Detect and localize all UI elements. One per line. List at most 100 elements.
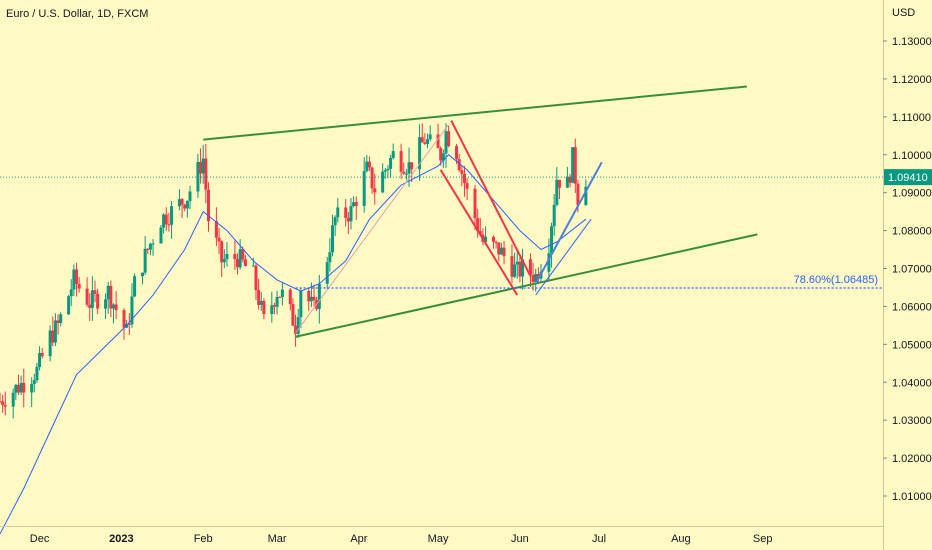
price-tick-label: 1.05000	[892, 339, 932, 351]
red-channel-lower-line[interactable]	[439, 169, 519, 296]
candle-body	[510, 256, 514, 277]
candle-body	[571, 147, 575, 183]
price-axis[interactable]: 1.13000 1.12000 1.11000 1.10000 1.09000 1.080…	[883, 36, 932, 503]
price-tick-label: 1.08000	[892, 226, 932, 238]
candle-body	[93, 290, 97, 294]
price-tick-label: 1.01000	[892, 491, 932, 503]
candle-body	[515, 261, 519, 265]
candle-body	[436, 134, 440, 149]
time-tick-label: Jul	[592, 533, 606, 545]
candle-body	[170, 206, 174, 225]
candle-body	[309, 296, 313, 302]
candle-body	[133, 276, 137, 297]
candle-body	[241, 249, 245, 260]
candle-body	[441, 153, 445, 161]
candle-body	[238, 249, 242, 268]
time-axis[interactable]: Dec 2023 Feb Mar Apr May Jun Jul Aug Sep	[30, 533, 773, 545]
candle-body	[333, 217, 337, 226]
candle-body	[536, 274, 540, 279]
candle-body	[185, 200, 189, 209]
candle-body	[336, 207, 340, 218]
candle-body	[404, 173, 408, 175]
candle-body	[528, 259, 532, 276]
candle-body	[183, 204, 187, 209]
blue-trendline-lower[interactable]	[535, 218, 592, 296]
candle-body	[164, 214, 168, 225]
candle-body	[201, 158, 205, 174]
candle-body	[148, 243, 152, 250]
candle-body	[494, 241, 498, 243]
price-tick-label: 1.02000	[892, 453, 932, 465]
candle-body	[399, 151, 403, 172]
candle-body	[568, 176, 572, 183]
candle-body	[299, 290, 303, 318]
candle-body	[143, 248, 147, 273]
candle-body	[167, 224, 171, 226]
red-channel-upper-line[interactable]	[450, 120, 532, 277]
blue-trendline-upper[interactable]	[534, 161, 603, 285]
candle-body	[32, 380, 36, 385]
candle-body	[557, 179, 561, 188]
candle-body	[552, 204, 556, 227]
candle-body	[85, 288, 89, 305]
time-tick-label: Feb	[194, 533, 213, 545]
candle-body	[521, 259, 525, 277]
green-channel-upper-line[interactable]	[203, 85, 747, 141]
moving-average-layer	[0, 154, 587, 535]
candle-body	[386, 168, 390, 171]
candle-body	[291, 304, 295, 326]
candle-body	[294, 325, 298, 334]
candle-body	[352, 202, 356, 207]
candle-body	[22, 382, 26, 393]
thin-trendline[interactable]	[295, 124, 450, 334]
candle-body	[30, 384, 34, 393]
currency-label: USD	[892, 7, 915, 19]
candle-body	[69, 289, 73, 297]
candle-body	[280, 289, 284, 297]
candle-body	[151, 243, 155, 245]
candle-body	[233, 253, 237, 260]
candle-body	[88, 304, 92, 308]
candle-body	[331, 225, 335, 253]
price-tick-label: 1.07000	[892, 264, 932, 276]
candle-body	[96, 293, 100, 309]
candle-body	[35, 366, 39, 381]
candle-body	[19, 382, 23, 393]
candle-body	[497, 242, 501, 255]
time-tick-label: Jun	[511, 533, 529, 545]
candle-body	[214, 221, 218, 238]
candle-body	[14, 384, 18, 393]
candle-body	[3, 404, 7, 407]
price-tick-label: 1.11000	[892, 112, 931, 124]
candle-body	[457, 159, 461, 171]
candle-body	[499, 247, 503, 255]
candle-body	[328, 252, 332, 263]
candle-body	[67, 296, 71, 315]
candle-body	[344, 207, 348, 218]
chart-title: Euro / U.S. Dollar, 1D, FXCM	[6, 8, 148, 20]
candle-body	[188, 191, 192, 201]
candle-body	[1, 401, 5, 405]
green-channel-lower-line[interactable]	[295, 233, 758, 338]
candle-body	[127, 323, 131, 325]
candle-body	[222, 259, 226, 263]
candle-body	[217, 237, 221, 242]
candle-body	[325, 262, 329, 284]
price-tick-label: 1.06000	[892, 301, 932, 313]
time-tick-label: 2023	[109, 533, 133, 545]
candle-body	[162, 214, 166, 228]
candle-body	[370, 167, 374, 189]
candles-layer	[0, 123, 588, 419]
candle-body	[576, 183, 580, 206]
candle-body	[180, 199, 184, 205]
candle-body	[106, 285, 110, 300]
candle-body	[16, 384, 20, 393]
candle-body	[77, 283, 81, 289]
price-tick-label: 1.12000	[892, 74, 932, 86]
candle-body	[251, 265, 255, 267]
candle-body	[204, 158, 208, 190]
candle-body	[114, 304, 118, 311]
candle-body	[391, 151, 395, 159]
candle-body	[502, 247, 506, 257]
